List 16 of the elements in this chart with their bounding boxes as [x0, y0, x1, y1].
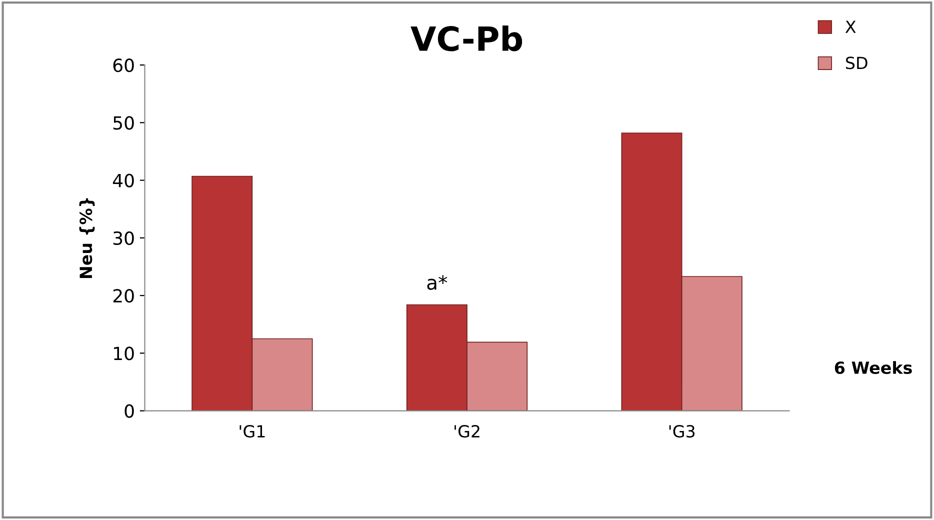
y-tick-label: 60 — [113, 58, 134, 72]
y-tick-label: 30 — [113, 231, 134, 246]
y-tick-label: 50 — [113, 116, 134, 130]
annotation: a* — [427, 275, 448, 290]
legend-label: X — [845, 20, 856, 33]
y-tick-label: 40 — [112, 174, 134, 188]
x-tick-label: 'G1 — [240, 424, 265, 438]
x-tick-label: 'G3 — [669, 424, 695, 438]
y-tick-label: 0 — [124, 404, 134, 418]
y-tick-label: 20 — [113, 288, 134, 303]
x-tick-label: 'G2 — [454, 424, 480, 438]
text: 6 Weeks — [834, 361, 912, 374]
legend-label: SD — [846, 56, 868, 70]
chart-title: VC-Pb — [410, 25, 522, 52]
y-axis-title: Neu {%} — [79, 198, 95, 278]
y-tick-label: 10 — [114, 346, 134, 360]
